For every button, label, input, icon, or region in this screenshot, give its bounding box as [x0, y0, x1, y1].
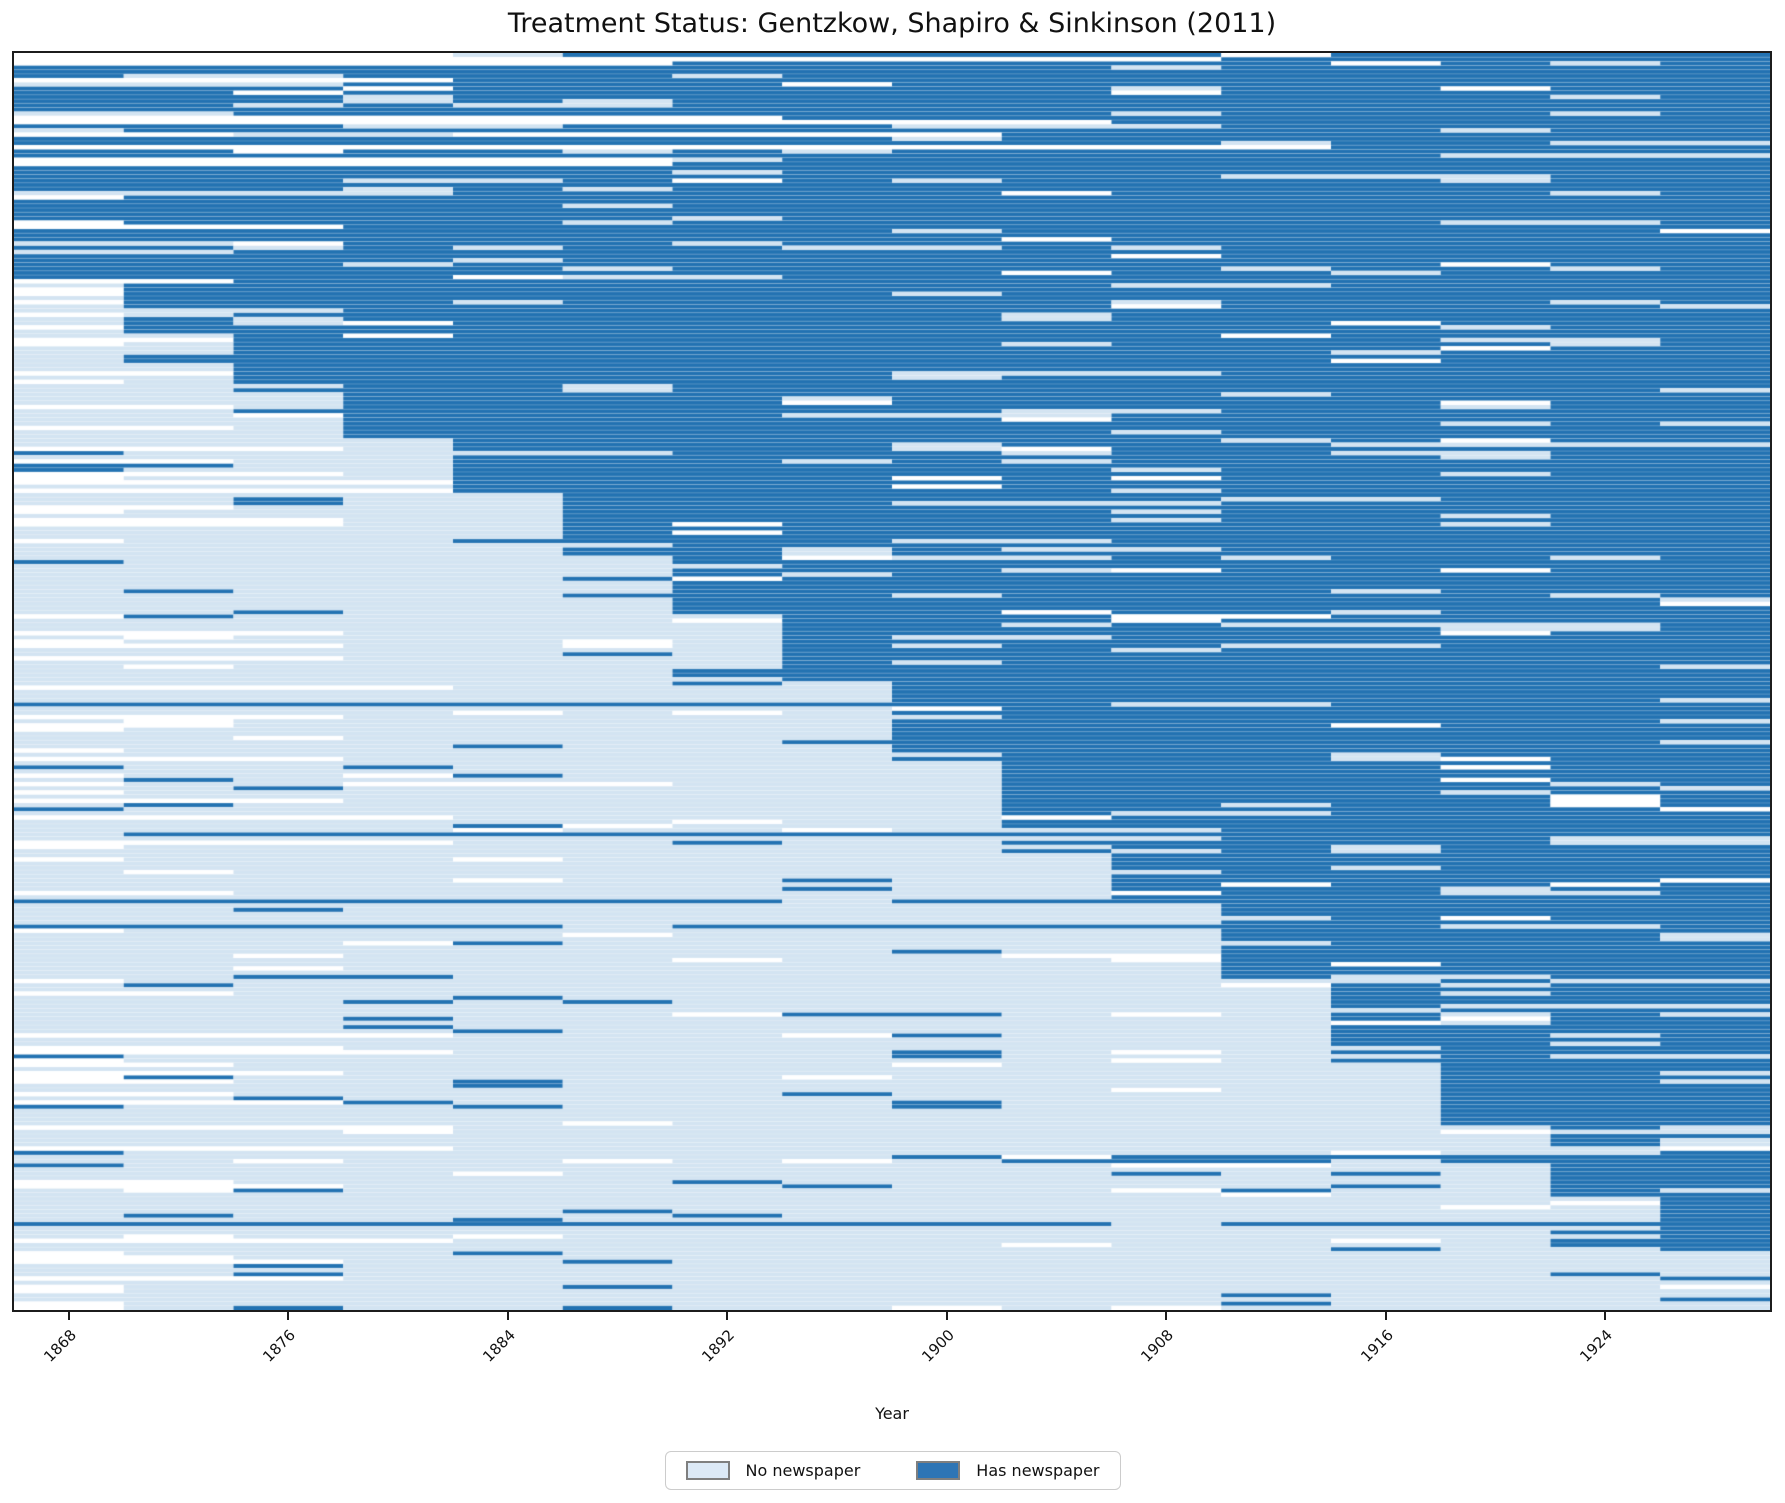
- x-tick-mark: [726, 1311, 729, 1320]
- x-tick-label: 1924: [1576, 1326, 1617, 1366]
- x-tick-label: 1892: [698, 1326, 739, 1366]
- legend-swatch: [916, 1461, 961, 1480]
- plot-area: [12, 51, 1772, 1312]
- x-tick-mark: [1165, 1311, 1168, 1320]
- x-tick-mark: [67, 1311, 70, 1320]
- legend-label: Has newspaper: [976, 1461, 1100, 1480]
- treatment-heatmap-canvas: [14, 53, 1770, 1310]
- x-tick-mark: [1604, 1311, 1607, 1320]
- x-axis: 1868 1876 1884 1892 1900 1908 1916 1924: [14, 1310, 1770, 1410]
- x-axis-label: Year: [875, 1404, 909, 1423]
- x-tick-label: 1868: [39, 1326, 80, 1366]
- x-tick-mark: [1384, 1311, 1387, 1320]
- x-tick-label: 1884: [478, 1326, 519, 1366]
- legend-swatch: [685, 1461, 730, 1480]
- legend-box: No newspaper Has newspaper: [664, 1451, 1121, 1490]
- x-tick-label: 1876: [259, 1326, 300, 1366]
- legend-label: No newspaper: [745, 1461, 861, 1480]
- x-tick-label: 1908: [1137, 1326, 1178, 1366]
- legend-item: Has newspaper: [916, 1461, 1100, 1480]
- x-tick-mark: [506, 1311, 509, 1320]
- x-tick-label: 1916: [1356, 1326, 1397, 1366]
- x-tick-label: 1900: [917, 1326, 958, 1366]
- x-tick-mark: [945, 1311, 948, 1320]
- chart-title: Treatment Status: Gentzkow, Shapiro & Si…: [507, 8, 1277, 39]
- legend-item: No newspaper: [685, 1461, 861, 1480]
- x-tick-mark: [287, 1311, 290, 1320]
